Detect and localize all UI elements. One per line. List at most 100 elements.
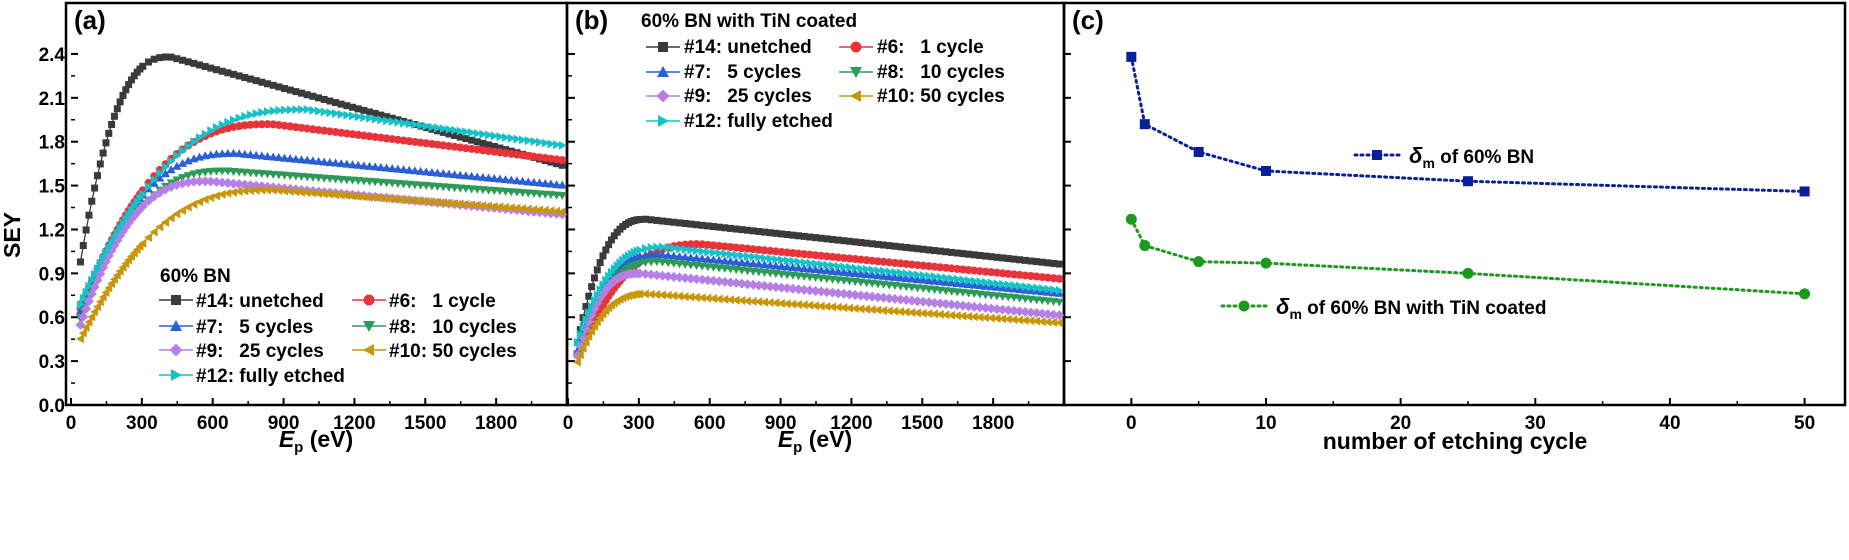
data-point-c25 xyxy=(952,300,963,311)
data-point-full xyxy=(218,120,227,130)
data-point-green xyxy=(1125,213,1137,225)
data-point-full xyxy=(880,266,889,276)
data-point-c25 xyxy=(935,298,946,309)
panel-c-legend: δm of 60% BN δm of 60% BN with TiN coate… xyxy=(1220,143,1546,322)
data-point-full xyxy=(139,189,148,199)
data-point-c25 xyxy=(143,196,154,207)
data-point-c5 xyxy=(845,268,855,277)
data-point-navy xyxy=(1126,51,1137,62)
data-point-unetched xyxy=(439,128,447,136)
data-point-c50 xyxy=(924,309,933,319)
data-point-c5 xyxy=(867,270,877,279)
data-point-c5 xyxy=(703,254,713,263)
data-point-full xyxy=(479,129,488,139)
data-point-c5 xyxy=(274,153,284,162)
data-point-c50 xyxy=(478,201,487,211)
data-point-c5 xyxy=(455,170,465,179)
data-point-full xyxy=(1010,280,1019,290)
data-point-c5 xyxy=(382,163,392,172)
data-point-full xyxy=(588,301,597,311)
data-point-full xyxy=(451,125,460,135)
data-point-c50 xyxy=(964,311,973,321)
data-point-unetched xyxy=(303,91,311,99)
data-point-full xyxy=(315,106,324,116)
data-point-c25 xyxy=(731,278,742,289)
data-point-c10 xyxy=(200,168,210,177)
data-point-c25 xyxy=(997,304,1008,315)
data-point-full xyxy=(976,277,985,287)
data-point-full xyxy=(456,126,465,136)
data-point-full xyxy=(721,249,730,259)
data-point-c25 xyxy=(901,295,912,306)
data-point-c25 xyxy=(833,288,844,299)
data-point-unetched xyxy=(82,226,90,234)
legend-marker-unetched xyxy=(171,295,181,305)
legend-b-unetched: #14: unetched xyxy=(684,37,812,58)
data-point-c5 xyxy=(376,162,386,171)
data-point-unetched xyxy=(366,108,374,116)
data-point-c50 xyxy=(291,187,300,197)
data-point-c10 xyxy=(206,167,216,176)
legend-marker-c10 xyxy=(850,67,862,78)
data-point-c50 xyxy=(708,294,717,304)
data-point-unetched xyxy=(360,106,368,114)
data-point-c25 xyxy=(821,287,832,298)
data-point-unetched xyxy=(732,225,740,233)
data-point-full xyxy=(122,214,131,224)
data-point-c5 xyxy=(958,279,968,288)
data-point-unetched xyxy=(829,235,837,243)
data-point-unetched xyxy=(201,63,209,71)
data-point-c25 xyxy=(986,303,997,314)
data-point-c5 xyxy=(557,180,567,189)
data-point-c50 xyxy=(223,188,232,198)
legend-b-10-cycles: #8: 10 cycles xyxy=(877,62,1005,83)
data-point-c10 xyxy=(646,258,656,267)
data-point-c50 xyxy=(691,292,700,302)
data-point-c50 xyxy=(455,199,464,209)
data-point-c50 xyxy=(584,332,593,342)
data-point-full xyxy=(76,300,85,310)
data-point-unetched xyxy=(212,66,220,74)
data-point-unetched xyxy=(281,84,289,92)
data-point-c5 xyxy=(540,178,550,187)
data-point-c50 xyxy=(680,292,689,302)
data-point-c50 xyxy=(1003,314,1012,324)
data-point-c50 xyxy=(992,313,1001,323)
data-point-unetched xyxy=(692,221,700,229)
data-point-unetched xyxy=(795,232,803,240)
x-tick-label: 30 xyxy=(1525,413,1546,434)
data-point-c5 xyxy=(862,270,872,279)
legend-b-25-cycles: #9: 25 cycles xyxy=(684,86,812,107)
data-point-unetched xyxy=(970,251,978,259)
data-point-c50 xyxy=(737,296,746,306)
data-point-c50 xyxy=(228,187,237,197)
data-point-c50 xyxy=(285,186,294,196)
data-point-c5 xyxy=(467,171,477,180)
data-point-full xyxy=(201,129,210,139)
data-point-full xyxy=(195,133,204,143)
data-point-unetched xyxy=(76,258,84,266)
data-point-full xyxy=(970,276,979,286)
data-point-c5 xyxy=(263,151,273,160)
data-point-c25 xyxy=(1031,308,1042,319)
data-point-c50 xyxy=(172,209,181,219)
data-point-c5 xyxy=(495,174,505,183)
data-point-c50 xyxy=(540,205,549,215)
data-point-unetched xyxy=(987,253,995,261)
x-tick-label: 1200 xyxy=(333,413,375,434)
data-point-c50 xyxy=(467,200,476,210)
data-point-green xyxy=(1462,267,1474,279)
data-point-c50 xyxy=(84,317,93,327)
data-point-c5 xyxy=(149,178,159,187)
data-point-full xyxy=(715,248,724,258)
data-point-c50 xyxy=(78,328,87,338)
data-point-c25 xyxy=(793,284,804,295)
data-point-full xyxy=(229,115,238,125)
data-point-unetched xyxy=(641,215,649,223)
data-point-c50 xyxy=(393,194,402,204)
data-point-c5 xyxy=(794,263,804,272)
data-point-c5 xyxy=(952,278,962,287)
data-point-c5 xyxy=(410,166,420,175)
data-point-c5 xyxy=(918,275,928,284)
data-point-unetched xyxy=(585,292,593,300)
